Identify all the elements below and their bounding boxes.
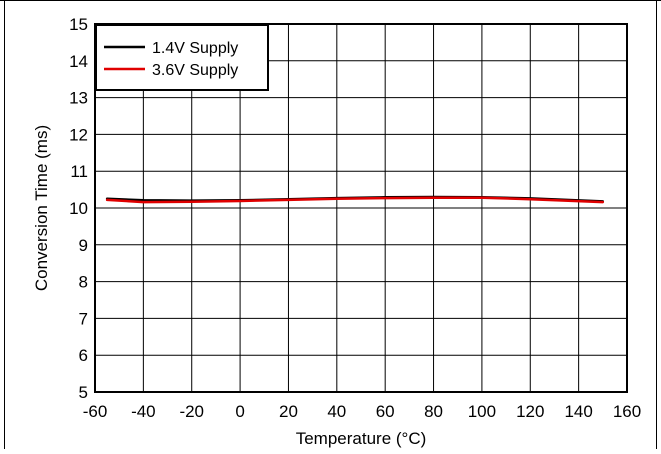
y-tick-label: 14 (69, 52, 88, 71)
y-tick-label: 6 (79, 346, 88, 365)
y-tick-label: 8 (79, 273, 88, 292)
legend-label-2: 3.6V Supply (152, 62, 238, 79)
series-line-2 (105, 196, 605, 204)
y-tick-labels: 5 6 7 8 9 10 11 12 13 14 15 (69, 15, 88, 402)
y-tick-label: 15 (69, 15, 88, 34)
x-tick-label: 100 (468, 402, 496, 421)
x-tick-label: 60 (376, 402, 395, 421)
legend-label-1: 1.4V Supply (152, 40, 238, 57)
x-tick-label: 120 (516, 402, 544, 421)
x-tick-label: 80 (424, 402, 443, 421)
y-tick-label: 11 (70, 162, 88, 181)
x-axis-label: Temperature (°C) (296, 429, 427, 448)
x-tick-label: 140 (564, 402, 592, 421)
x-tick-label: 160 (613, 402, 641, 421)
series-lines (105, 195, 605, 204)
y-tick-label: 7 (79, 309, 88, 328)
plot-area-border (94, 23, 628, 393)
legend-box (95, 24, 269, 91)
x-tick-label: 0 (235, 402, 244, 421)
y-tick-label: 13 (69, 89, 88, 108)
x-tick-label: 40 (327, 402, 346, 421)
x-tick-label: 20 (279, 402, 298, 421)
y-axis-label: Conversion Time (ms) (32, 125, 51, 291)
x-tick-label: -40 (131, 402, 156, 421)
y-tick-label: 12 (69, 125, 88, 144)
y-tick-label: 10 (69, 199, 88, 218)
y-tick-label: 5 (79, 383, 88, 402)
x-tick-label: -20 (179, 402, 204, 421)
y-tick-label: 9 (79, 236, 88, 255)
x-tick-label: -60 (83, 402, 108, 421)
legend: 1.4V Supply 3.6V Supply (95, 24, 269, 91)
x-tick-labels: -60 -40 -20 0 20 40 60 80 100 120 140 160 (83, 402, 641, 421)
